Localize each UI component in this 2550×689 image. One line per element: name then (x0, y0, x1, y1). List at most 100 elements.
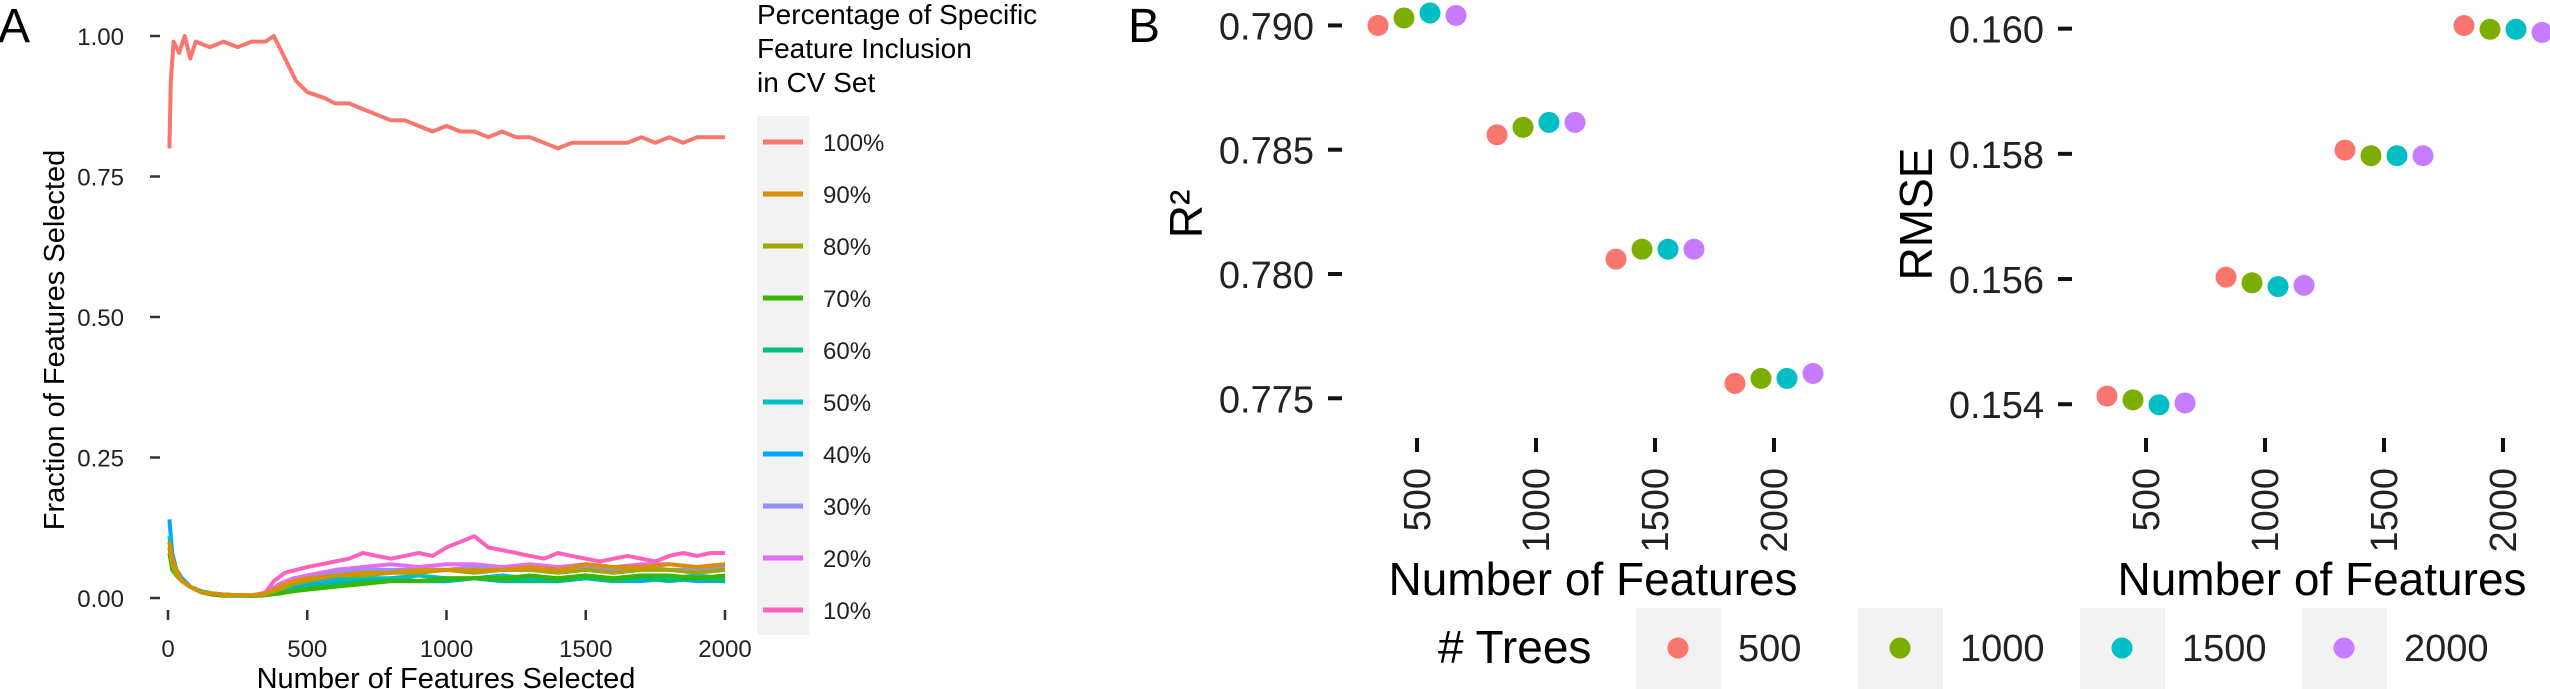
dot-trees-2000-features-1500 (1683, 238, 1705, 260)
x-tick-label: 2000 (698, 636, 751, 663)
dot-trees-2000-features-1000 (2293, 274, 2315, 296)
trees-legend-label: 1500 (2182, 628, 2267, 670)
dot-trees-1000-features-2000 (1750, 367, 1772, 389)
trees-legend-title: # Trees (1438, 621, 1591, 673)
r2-plot: 0.775 0.780 0.785 0.790 500 1000 1500 2000 (1219, 2, 1824, 553)
legend-label: 30% (823, 494, 871, 521)
series-line-90pct (167, 541, 726, 598)
x-tick-label: 1500 (2364, 468, 2406, 553)
trees-legend-dot-1000 (1889, 637, 1911, 659)
rmse-y-axis-title: RMSE (1890, 148, 1942, 281)
trees-legend-dot-1500 (2111, 637, 2133, 659)
legend-label: 40% (823, 442, 871, 469)
dot-trees-1500-features-1500 (1657, 238, 1679, 260)
panel-a: A 0.000.250.500.751.00 0 500 1000 1500 2000 … (0, 0, 1037, 689)
rmse-x-axis-title: Number of Features (2117, 553, 2526, 605)
x-tick-label: 0 (161, 636, 174, 663)
panel-a-x-ticks: 0 500 1000 1500 2000 (161, 610, 752, 663)
x-tick-label: 500 (287, 636, 327, 663)
dot-trees-2000-features-2000 (1802, 362, 1824, 384)
legend-label: 90% (823, 182, 871, 209)
dot-trees-2000-features-2000 (2531, 21, 2550, 43)
dot-trees-1000-features-500 (1393, 7, 1415, 29)
legend-title-line-2: Feature Inclusion (757, 33, 972, 64)
y-tick-label: 0.160 (1949, 10, 2044, 52)
dot-trees-500-features-1000 (1486, 124, 1508, 146)
dot-trees-1500-features-1000 (2267, 276, 2289, 298)
panel-a-legend: Percentage of Specific Feature Inclusion… (757, 0, 1037, 635)
legend-label: 80% (823, 234, 871, 261)
trees-legend-label: 500 (1738, 628, 1801, 670)
dot-trees-1000-features-1500 (1631, 238, 1653, 260)
panel-b: B 0.775 0.780 0.785 0.790 500 1000 1500 2000 0.… (1128, 0, 2550, 689)
dot-trees-1500-features-500 (1419, 2, 1441, 24)
dot-trees-1500-features-1500 (2386, 145, 2408, 167)
legend-label: 10% (823, 598, 871, 625)
trees-legend-items: 500 1000 1500 2000 (1636, 608, 2489, 689)
panel-a-y-axis-title: Fraction of Features Selected (39, 150, 71, 530)
legend-title-line-3: in CV Set (757, 67, 875, 98)
dot-trees-1000-features-1500 (2360, 145, 2382, 167)
y-tick-label: 0.00 (77, 586, 124, 613)
y-tick-label: 0.790 (1219, 6, 1314, 48)
dot-trees-500-features-2000 (1724, 372, 1746, 394)
y-tick-label: 1.00 (77, 24, 124, 51)
x-tick-label: 500 (2126, 468, 2168, 531)
dot-trees-1500-features-2000 (1776, 367, 1798, 389)
y-tick-label: 0.156 (1949, 260, 2044, 302)
x-tick-label: 1000 (2245, 468, 2287, 553)
dot-trees-2000-features-1000 (1564, 111, 1586, 133)
trees-legend: # Trees 500 1000 1500 2000 (1438, 608, 2489, 689)
dot-trees-2000-features-500 (1445, 4, 1467, 26)
trees-legend-dot-2000 (2333, 637, 2355, 659)
legend-label: 100% (823, 130, 884, 157)
trees-legend-label: 2000 (2404, 628, 2489, 670)
panel-a-y-ticks: 0.00 0.25 0.50 0.75 1.00 (77, 24, 160, 613)
x-tick-label: 1500 (1635, 468, 1677, 553)
legend-key-background (757, 116, 809, 635)
x-tick-label: 1000 (420, 636, 473, 663)
legend-label: 50% (823, 390, 871, 417)
panel-a-lines (167, 34, 726, 598)
trees-legend-dot-500 (1667, 637, 1689, 659)
legend-title-line-1: Percentage of Specific (757, 0, 1037, 30)
dot-trees-1000-features-2000 (2479, 18, 2501, 40)
dot-trees-500-features-500 (1367, 14, 1389, 36)
dot-trees-1000-features-1000 (2241, 272, 2263, 294)
panel-a-x-axis-title: Number of Features Selected (257, 663, 636, 689)
y-tick-label: 0.50 (77, 305, 124, 332)
trees-legend-label: 1000 (1960, 628, 2045, 670)
dot-trees-500-features-2000 (2453, 15, 2475, 37)
legend-label: 60% (823, 338, 871, 365)
r2-x-axis-title: Number of Features (1388, 553, 1797, 605)
y-tick-label: 0.25 (77, 446, 124, 473)
dot-trees-500-features-1500 (2334, 139, 2356, 161)
legend-label: 20% (823, 546, 871, 573)
dot-trees-500-features-1000 (2215, 266, 2237, 288)
dot-trees-2000-features-1500 (2412, 145, 2434, 167)
r2-y-axis-title: R² (1160, 190, 1212, 239)
y-tick-label: 0.75 (77, 165, 124, 192)
dot-trees-500-features-1500 (1605, 248, 1627, 270)
y-tick-label: 0.785 (1219, 131, 1314, 173)
dot-trees-500-features-500 (2096, 385, 2118, 407)
dot-trees-2000-features-500 (2174, 392, 2196, 414)
panel-label-a: A (0, 0, 30, 53)
dot-trees-1000-features-500 (2122, 389, 2144, 411)
y-tick-label: 0.780 (1219, 255, 1314, 297)
series-line-100pct (167, 34, 725, 151)
legend-label: 70% (823, 286, 871, 313)
y-tick-label: 0.775 (1219, 379, 1314, 421)
y-tick-label: 0.158 (1949, 135, 2044, 177)
dot-trees-1000-features-1000 (1512, 116, 1534, 138)
legend-items: 100% 90% 80% 70% 60% 50% 40% 30% 20% 10% (763, 130, 884, 625)
dot-trees-1500-features-1000 (1538, 111, 1560, 133)
panel-label-b: B (1128, 0, 1160, 53)
x-tick-label: 2000 (2483, 468, 2525, 553)
x-tick-label: 2000 (1754, 468, 1796, 553)
rmse-plot: 0.154 0.156 0.158 0.160 500 1000 1500 2000 (1949, 10, 2550, 553)
x-tick-label: 1000 (1516, 468, 1558, 553)
x-tick-label: 500 (1397, 468, 1439, 531)
dot-trees-1500-features-2000 (2505, 18, 2527, 40)
